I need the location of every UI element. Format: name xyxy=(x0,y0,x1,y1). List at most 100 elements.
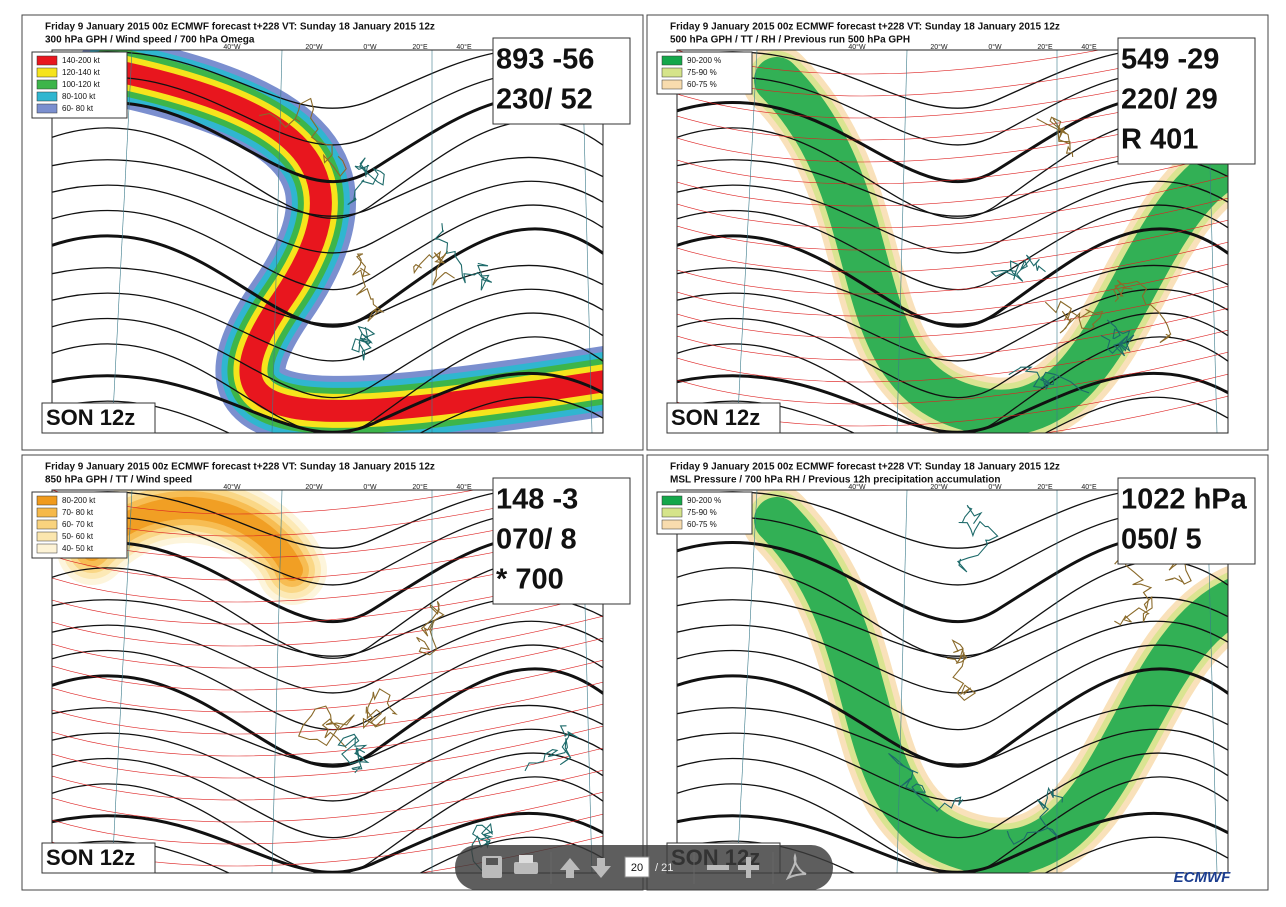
header-line: 500 hPa GPH / TT / RH / Previous run 500… xyxy=(670,35,910,46)
temp-contour xyxy=(677,175,1228,229)
legend-swatch xyxy=(661,79,683,90)
zoom-in-button[interactable] xyxy=(738,857,759,878)
toolbar: 20 / 21 xyxy=(455,845,833,890)
geo-label: 0°W xyxy=(988,43,1002,51)
legend-label: 80-200 kt xyxy=(62,496,96,505)
prev-page-button[interactable] xyxy=(560,858,580,878)
geo-label: 40°W xyxy=(223,43,241,51)
geo-label: 40°E xyxy=(1081,43,1097,51)
geo-label: 20°W xyxy=(305,43,323,51)
legend-swatch xyxy=(36,67,58,78)
meridian xyxy=(736,490,758,873)
coastline xyxy=(1036,116,1074,158)
map-frame xyxy=(676,489,1229,874)
temp-contour xyxy=(52,659,603,713)
geo-label: 40°W xyxy=(223,483,241,491)
station-label: SON 12z xyxy=(671,405,760,430)
info-line: 070/ 8 xyxy=(496,524,577,556)
map-page: Friday 9 January 2015 00z ECMWF forecast… xyxy=(646,14,1269,451)
geo-label: 20°W xyxy=(930,43,948,51)
save-button[interactable] xyxy=(482,856,502,878)
geo-label: 40°W xyxy=(848,483,866,491)
contour xyxy=(52,811,603,873)
info-line: 1022 hPa xyxy=(1121,484,1248,516)
contour xyxy=(52,396,603,433)
geo-label: 40°W xyxy=(848,43,866,51)
contour xyxy=(52,644,603,731)
contour xyxy=(52,156,603,217)
legend-swatch xyxy=(36,543,58,554)
legend-label: 60- 70 kt xyxy=(62,520,94,529)
contour xyxy=(677,490,1228,549)
legend-label: 70- 80 kt xyxy=(62,508,94,517)
legend-label: 100-120 kt xyxy=(62,80,101,89)
page-current: 20 xyxy=(631,862,643,874)
contour xyxy=(52,752,603,839)
contour xyxy=(52,180,603,254)
temp-contour xyxy=(52,637,603,691)
meridian xyxy=(111,50,133,433)
info-box xyxy=(1117,37,1256,165)
geo-label: 20°E xyxy=(412,43,428,51)
acrobat-button[interactable] xyxy=(785,852,807,881)
contour xyxy=(52,204,603,291)
legend-swatch xyxy=(36,79,58,90)
print-button[interactable] xyxy=(514,855,538,874)
shaded-band xyxy=(754,497,1228,873)
info-line: 893 -56 xyxy=(496,44,594,76)
contour xyxy=(677,371,1228,433)
header-line: Friday 9 January 2015 00z ECMWF forecast… xyxy=(45,22,435,33)
meridian xyxy=(896,50,908,433)
header-line: Friday 9 January 2015 00z ECMWF forecast… xyxy=(45,462,435,473)
coastline xyxy=(1114,554,1153,626)
contour xyxy=(677,596,1228,657)
temp-contour xyxy=(52,593,603,647)
contour xyxy=(677,811,1228,873)
contour xyxy=(677,396,1228,433)
meridian xyxy=(111,490,133,873)
legend-swatch xyxy=(661,519,683,530)
info-box xyxy=(1117,477,1256,565)
contour xyxy=(52,371,603,433)
logo: ECMWF xyxy=(1174,869,1231,886)
contour xyxy=(677,620,1228,694)
legend-swatch xyxy=(36,55,58,66)
contour xyxy=(52,490,603,549)
legend-label: 60-75 % xyxy=(687,80,717,89)
page-input[interactable] xyxy=(624,856,650,878)
legend-swatch xyxy=(36,531,58,542)
shaded-band xyxy=(754,57,1228,433)
contour xyxy=(677,644,1228,731)
coastline xyxy=(524,725,579,772)
contour xyxy=(52,728,603,802)
temp-contour xyxy=(52,703,603,757)
temp-contour xyxy=(677,197,1228,251)
coastline xyxy=(946,639,977,702)
coastline xyxy=(362,688,398,730)
geo-label: 40°E xyxy=(456,483,472,491)
temp-contour xyxy=(677,395,1228,433)
zoom-out-button[interactable] xyxy=(707,865,729,870)
contour xyxy=(677,752,1228,839)
legend-swatch xyxy=(36,519,58,530)
legend-label: 90-200 % xyxy=(687,496,721,505)
contour xyxy=(52,312,603,399)
legend-swatch xyxy=(36,103,58,114)
meridian xyxy=(271,490,283,873)
contour xyxy=(52,620,603,694)
next-page-button[interactable] xyxy=(591,858,611,878)
contour xyxy=(52,836,603,873)
temp-contour xyxy=(52,747,603,801)
coastline xyxy=(259,97,347,178)
coastline xyxy=(416,601,445,656)
contour xyxy=(677,728,1228,802)
legend-label: 140-200 kt xyxy=(62,56,101,65)
header-line: Friday 9 January 2015 00z ECMWF forecast… xyxy=(670,462,1060,473)
temp-contour xyxy=(677,351,1228,405)
legend-swatch xyxy=(661,495,683,506)
map-page: Friday 9 January 2015 00z ECMWF forecast… xyxy=(21,14,644,451)
header-line: Friday 9 January 2015 00z ECMWF forecast… xyxy=(670,22,1060,33)
info-box xyxy=(492,477,631,605)
